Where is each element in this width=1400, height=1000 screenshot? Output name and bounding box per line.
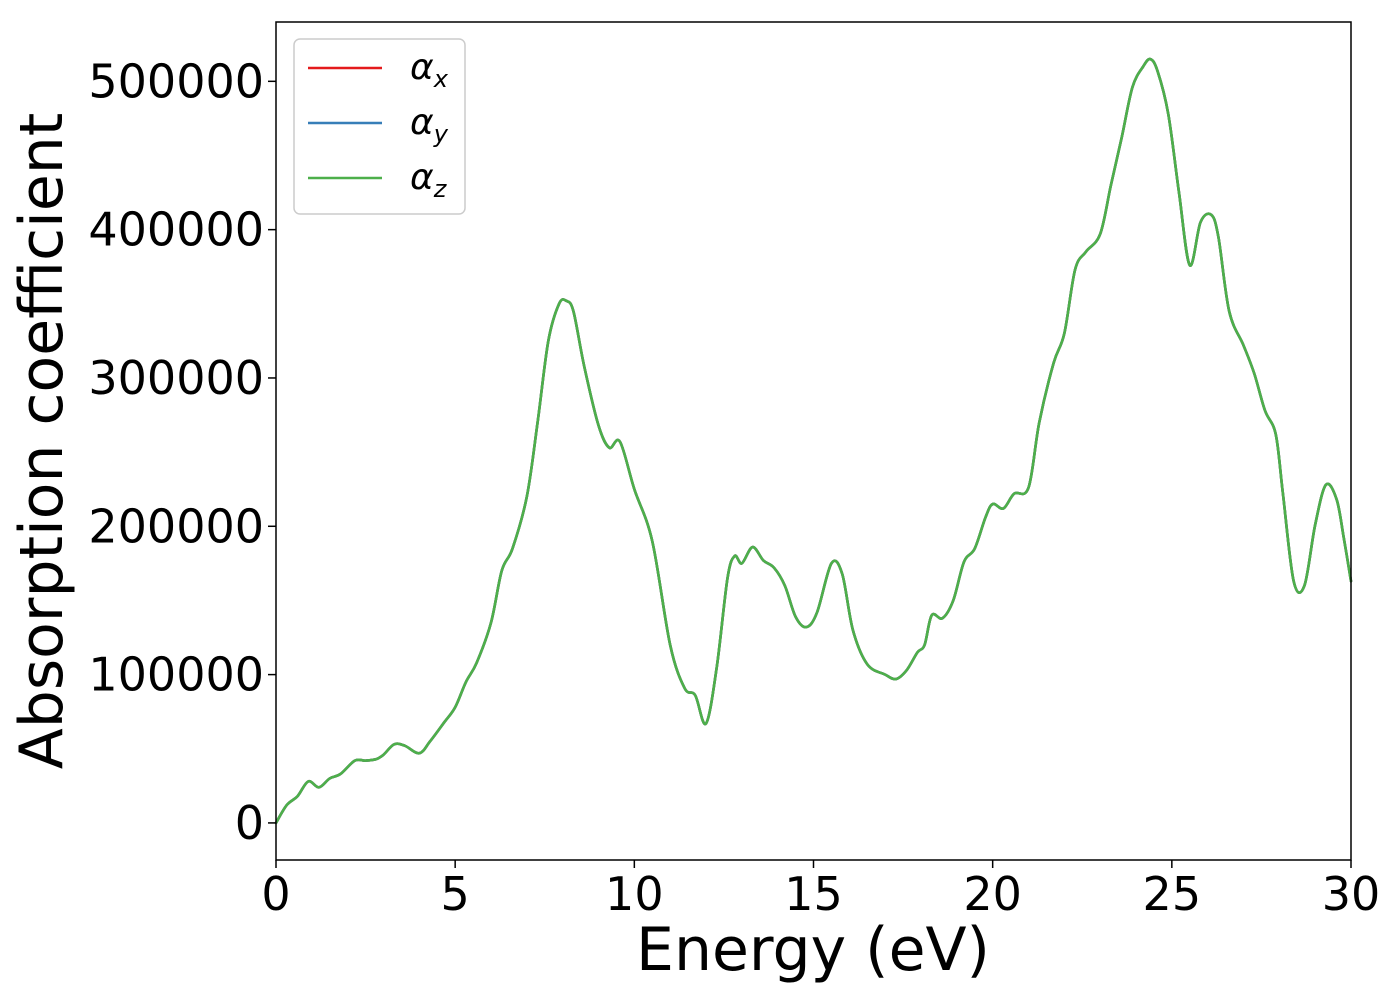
legend-label-y: αy bbox=[410, 102, 449, 148]
x-tick-label: 5 bbox=[441, 867, 470, 921]
y-tick-label: 0 bbox=[235, 796, 264, 850]
x-axis-label: Energy (eV) bbox=[636, 915, 990, 985]
series-line-z bbox=[274, 57, 1353, 825]
x-axis-ticks: 0 5 10 15 20 25 30 bbox=[261, 860, 1380, 921]
legend-box bbox=[293, 38, 466, 215]
x-tick-label: 25 bbox=[1143, 867, 1202, 921]
y-tick-label: 300000 bbox=[88, 351, 264, 405]
x-tick-label: 15 bbox=[784, 867, 843, 921]
x-tick-label: 0 bbox=[261, 867, 290, 921]
legend-label-z: αz bbox=[410, 157, 448, 203]
y-tick-label: 100000 bbox=[88, 648, 264, 702]
legend: αx αy αz bbox=[293, 38, 466, 215]
x-tick-label: 10 bbox=[605, 867, 664, 921]
legend-label-x: αx bbox=[410, 47, 449, 93]
x-tick-label: 30 bbox=[1322, 867, 1381, 921]
series-layer bbox=[274, 57, 1353, 825]
y-tick-label: 500000 bbox=[88, 54, 264, 108]
x-tick-label: 20 bbox=[963, 867, 1022, 921]
y-axis-ticks: 0 100000 200000 300000 400000 500000 bbox=[88, 54, 276, 850]
y-axis-label: Absorption coefficient bbox=[7, 113, 77, 770]
y-tick-label: 400000 bbox=[88, 203, 264, 257]
y-tick-label: 200000 bbox=[88, 499, 264, 553]
